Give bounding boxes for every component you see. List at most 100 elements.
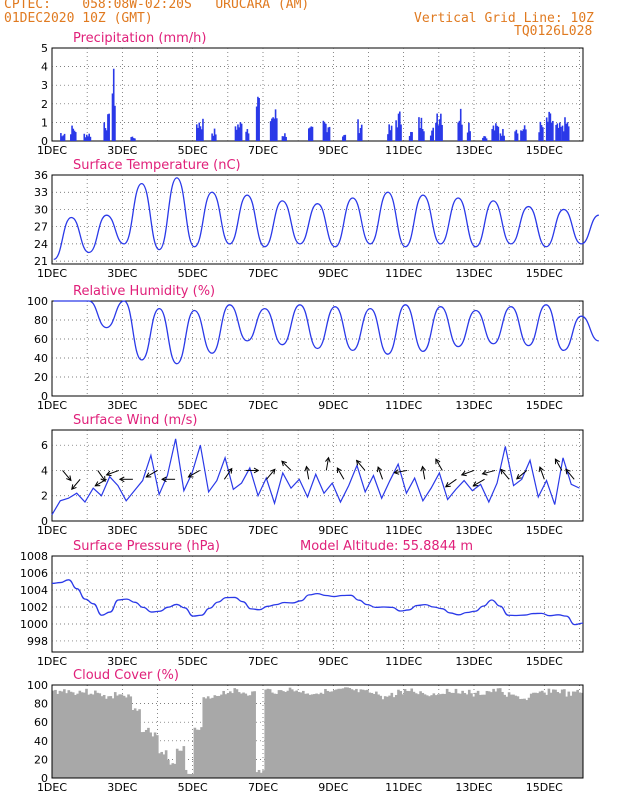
cloud-bar <box>290 689 294 778</box>
precip-bar <box>212 135 215 141</box>
cloud-bar <box>436 694 440 778</box>
precip-bar <box>246 129 249 141</box>
x-tick-label: 9DEC <box>318 655 348 668</box>
precip-bar <box>83 133 86 141</box>
precip-bar <box>105 130 108 141</box>
wind-arrow <box>500 468 510 480</box>
precip-bar <box>562 131 565 141</box>
precip-bar <box>525 129 527 141</box>
precip-bar <box>239 122 242 141</box>
cloud-bar <box>474 692 478 778</box>
precip-bar <box>435 122 437 141</box>
wind-arrow-shaft <box>188 470 200 478</box>
y-tick-label: 20 <box>34 371 48 384</box>
cloud-bar <box>288 687 292 778</box>
temperature-line <box>53 177 600 261</box>
wind-arrow <box>444 478 457 488</box>
y-tick-label: 1 <box>41 116 48 129</box>
wind-arrow-head <box>227 467 233 474</box>
wind-arrow-head <box>187 472 194 478</box>
cloud-bar <box>153 732 157 778</box>
y-tick-label: 5 <box>41 42 48 55</box>
x-tick-label: 15DEC <box>526 267 563 280</box>
precip-bar <box>107 114 109 141</box>
cloud-bar <box>56 693 60 778</box>
x-tick-label: 3DEC <box>107 399 137 412</box>
x-tick-label: 11DEC <box>385 655 422 668</box>
cloud-bar <box>275 693 279 778</box>
x-tick-label: 13DEC <box>455 267 492 280</box>
cloud-bar <box>259 772 263 778</box>
x-tick-label: 9DEC <box>318 781 348 794</box>
precip-bar <box>440 113 442 141</box>
wind-arrow <box>355 459 366 471</box>
precip-bar <box>276 118 278 141</box>
wind-arrow-shaft <box>97 470 106 482</box>
cloud-bar <box>487 691 491 778</box>
precip-bar <box>542 127 544 141</box>
precip-bar <box>514 131 516 141</box>
wind-arrow-head <box>554 458 560 465</box>
cloud-bar <box>558 693 562 778</box>
cloud-bar <box>215 696 219 778</box>
cloud-bar <box>410 688 414 778</box>
wind-arrow-head <box>460 470 467 477</box>
wind-arrow <box>94 478 107 487</box>
x-tick-label: 13DEC <box>455 781 492 794</box>
cloud-bar <box>222 690 225 778</box>
cloud-bar <box>567 691 571 778</box>
cloud-bar <box>432 693 436 778</box>
cloud-bar <box>397 689 400 778</box>
precip-bar <box>429 135 432 141</box>
wind-arrow-shaft <box>461 469 475 476</box>
cloud-bar <box>248 695 252 778</box>
precip-bar <box>549 113 552 141</box>
precip-bar <box>88 133 90 141</box>
cloud-bar <box>85 688 88 778</box>
cloud-bar <box>509 694 513 778</box>
x-tick-label: 9DEC <box>318 144 348 157</box>
wind-arrow-shaft <box>71 478 81 490</box>
precip-bar <box>550 122 553 141</box>
cloud-bar <box>361 689 365 778</box>
x-tick-label: 5DEC <box>178 524 208 537</box>
cloud-bar <box>512 694 515 778</box>
cloud-bar <box>317 694 321 778</box>
cloud-bar <box>578 692 582 778</box>
cloud-bar <box>297 691 301 778</box>
cloud-bar <box>383 696 387 778</box>
precip-bar <box>502 128 504 141</box>
cloud-bar <box>505 696 509 778</box>
precip-bar <box>567 126 570 141</box>
wind-arrow-shaft <box>94 478 107 487</box>
precip-bar <box>461 124 463 141</box>
cloud-bar <box>158 753 161 778</box>
cloud-bar <box>450 692 453 778</box>
cloud-bar <box>366 689 369 778</box>
precip-bar <box>214 134 217 141</box>
cloud-bar <box>556 692 560 778</box>
wind-arrow <box>435 458 443 471</box>
cloud-bar <box>346 687 349 778</box>
panel-frame <box>51 47 584 142</box>
cloud-bar <box>441 693 445 778</box>
wind-arrow-shaft <box>356 460 366 471</box>
header-grid-note: Vertical Grid Line: 10Z <box>414 11 595 26</box>
cloud-bar <box>266 688 270 778</box>
cloud-bar <box>326 690 329 778</box>
cloud-bar <box>503 694 506 778</box>
wind-arrow-head <box>481 469 488 476</box>
cloud-bar <box>496 688 500 778</box>
cloud-bar <box>310 694 314 778</box>
cloud-bar <box>182 746 186 778</box>
precip-bar <box>281 136 284 141</box>
wind-arrow-shaft <box>62 470 72 481</box>
cloud-bar <box>339 688 343 778</box>
precip-bar <box>327 127 330 141</box>
cloud-bar <box>111 698 115 778</box>
cloud-bar <box>476 690 480 778</box>
wind-arrow <box>266 468 276 480</box>
precip-bar <box>389 130 392 141</box>
precip-bar <box>211 133 213 141</box>
wind-arrow-head <box>325 456 331 463</box>
